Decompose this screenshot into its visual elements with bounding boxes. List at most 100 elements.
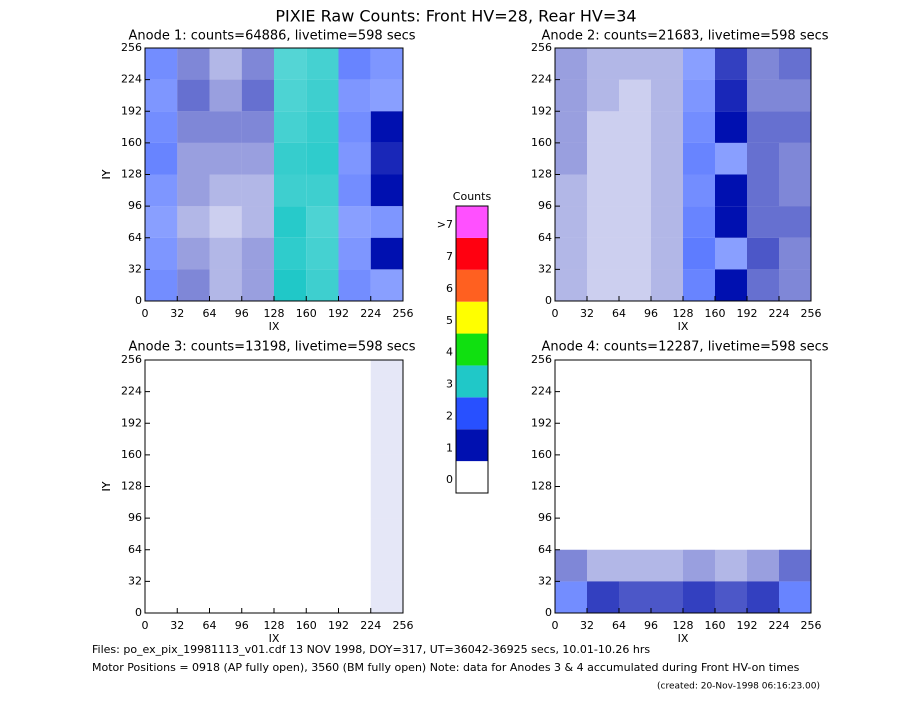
heatmap-cell <box>587 237 619 270</box>
colorbar-label: 2 <box>446 409 453 422</box>
y-tick-label: 32 <box>128 262 142 275</box>
y-tick-label: 256 <box>121 41 142 54</box>
heatmap-cell <box>274 237 307 270</box>
heatmap-cell <box>715 48 747 80</box>
heatmap-cell <box>306 206 339 238</box>
x-tick-label: 192 <box>737 619 758 632</box>
x-tick-label: 0 <box>142 307 149 320</box>
heatmap-cell <box>338 142 371 175</box>
heatmap-cell <box>651 423 683 455</box>
heatmap-cell <box>683 206 715 238</box>
heatmap-cell <box>274 206 307 238</box>
heatmap-cell <box>338 48 371 80</box>
x-tick-label: 0 <box>552 307 559 320</box>
heatmap-cell <box>651 269 683 301</box>
heatmap-cell <box>779 423 811 455</box>
y-tick-label: 256 <box>531 41 552 54</box>
heatmap-cell <box>683 392 715 424</box>
heatmap-cell <box>619 206 651 238</box>
heatmap-cell <box>210 392 242 424</box>
heatmap-cell <box>683 174 715 207</box>
heatmap-cell <box>370 174 403 207</box>
x-tick-label: 192 <box>328 307 349 320</box>
heatmap-cell <box>241 237 274 270</box>
x-tick-label: 128 <box>673 307 694 320</box>
y-tick-label: 32 <box>538 262 552 275</box>
y-tick-label: 160 <box>531 448 552 461</box>
y-tick-label: 192 <box>531 416 552 429</box>
heatmap-cell <box>209 48 242 80</box>
footer-line: Files: po_ex_pix_19981113_v01.cdf 13 NOV… <box>92 643 650 656</box>
heatmap-cell <box>619 237 651 270</box>
heatmap-cell <box>555 237 587 270</box>
heatmap-cell <box>306 423 338 455</box>
colorbar-label: 1 <box>446 441 453 454</box>
heatmap-cell <box>555 206 587 238</box>
heatmap-cell <box>747 237 779 270</box>
x-tick-label: 96 <box>235 619 249 632</box>
heatmap-cell <box>779 360 811 392</box>
heatmap-cell <box>651 581 683 613</box>
heatmap-cell <box>587 206 619 238</box>
heatmap-cell <box>619 549 651 582</box>
heatmap-cell <box>306 455 338 487</box>
heatmap-cell <box>555 423 587 455</box>
heatmap-cell <box>209 269 242 301</box>
heatmap-cell <box>209 142 242 175</box>
x-tick-label: 224 <box>769 619 790 632</box>
x-axis-label: IX <box>269 632 280 645</box>
heatmap-cell <box>747 455 779 487</box>
heatmap-cell <box>242 550 274 582</box>
panel-title: Anode 1: counts=64886, livetime=598 secs <box>128 29 415 44</box>
heatmap-cell <box>555 360 587 392</box>
colorbar-label: 3 <box>446 378 453 391</box>
x-tick-label: 96 <box>644 307 658 320</box>
heatmap-cell <box>587 79 619 112</box>
heatmap-cell <box>747 269 779 301</box>
x-tick-label: 224 <box>769 307 790 320</box>
heatmap-cell <box>779 518 811 550</box>
heatmap-cell <box>177 48 210 80</box>
x-tick-label: 256 <box>393 619 414 632</box>
heatmap-cell <box>587 269 619 301</box>
heatmap-cell <box>715 549 747 582</box>
heatmap-cell <box>209 206 242 238</box>
heatmap-cell <box>209 174 242 207</box>
heatmap-cell <box>274 581 306 613</box>
heatmap-cell <box>370 142 403 175</box>
heatmap-cell <box>274 550 306 582</box>
heatmap-cell <box>587 392 619 424</box>
heatmap-cell <box>306 79 339 112</box>
heatmap-cell <box>619 142 651 175</box>
heatmap-cell <box>715 581 747 613</box>
panel-title: Anode 3: counts=13198, livetime=598 secs <box>128 340 415 355</box>
heatmap-cell <box>587 111 619 143</box>
y-tick-label: 96 <box>538 511 552 524</box>
x-axis-label: IX <box>269 320 280 333</box>
heatmap-cell <box>370 486 403 519</box>
colorbar-label: 6 <box>446 282 453 295</box>
heatmap-cell <box>747 206 779 238</box>
heatmap-cell <box>779 487 811 519</box>
heatmap-cell <box>145 111 178 143</box>
heatmap-cell <box>619 48 651 80</box>
heatmap-cell <box>339 423 371 455</box>
heatmap-cell <box>555 518 587 550</box>
heatmap-cell <box>370 581 403 613</box>
heatmap-cell <box>587 581 619 613</box>
heatmap-cell <box>619 518 651 550</box>
heatmap-cell <box>274 518 306 550</box>
heatmap-cell <box>747 142 779 175</box>
heatmap-cell <box>715 237 747 270</box>
y-tick-label: 192 <box>121 416 142 429</box>
heatmap-cell <box>651 237 683 270</box>
heatmap-cell <box>145 206 178 238</box>
heatmap-cell <box>651 487 683 519</box>
heatmap-cell <box>338 79 371 112</box>
heatmap-cell <box>555 487 587 519</box>
heatmap-cell <box>338 237 371 270</box>
y-tick-label: 0 <box>135 606 142 619</box>
heatmap-cell <box>274 423 306 455</box>
heatmap-cell <box>747 518 779 550</box>
